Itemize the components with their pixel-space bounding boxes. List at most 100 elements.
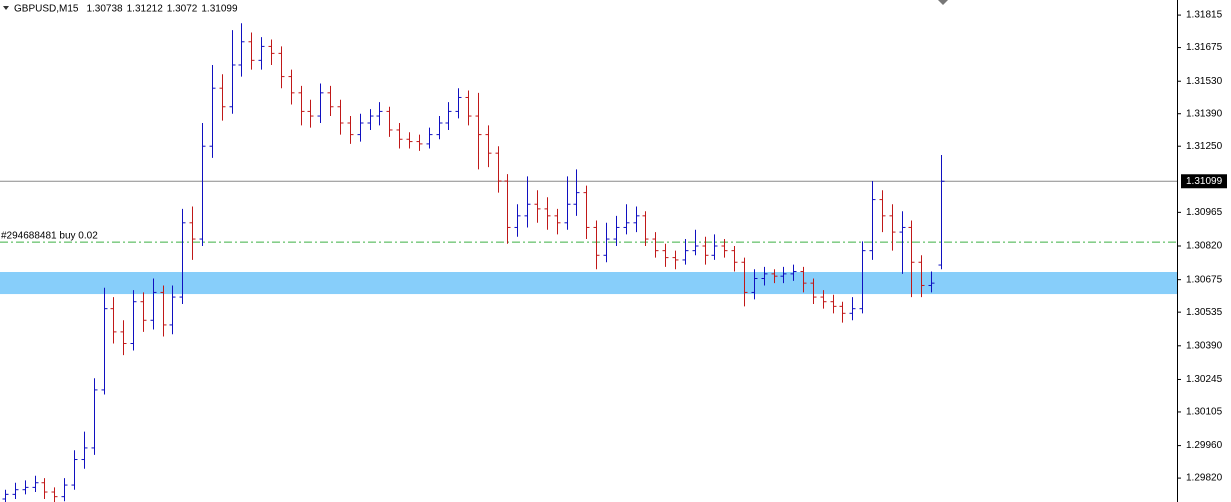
ohlc-bar xyxy=(761,266,768,286)
ohlc-bar xyxy=(652,232,659,258)
y-tick-label: 1.31675 xyxy=(1186,42,1223,53)
ohlc-bar xyxy=(41,478,48,499)
ohlc-bar xyxy=(800,266,807,293)
ohlc-bar xyxy=(357,113,364,142)
ohlc-bar xyxy=(790,264,797,281)
ohlc-bar xyxy=(32,475,39,493)
y-tick-label: 1.30105 xyxy=(1186,407,1223,418)
ohlc-bar xyxy=(51,487,58,502)
header-close: 1.31099 xyxy=(201,4,238,15)
ohlc-bar xyxy=(238,23,245,77)
ohlc-bar xyxy=(91,378,98,455)
ohlc-bar xyxy=(810,278,817,305)
current-price: 1.31099 xyxy=(1186,176,1223,187)
ohlc-bar xyxy=(465,90,472,126)
header-high: 1.31212 xyxy=(127,4,164,15)
y-tick-label: 1.31530 xyxy=(1186,76,1223,87)
ohlc-bar xyxy=(869,181,876,260)
ohlc-bar xyxy=(61,478,68,502)
ohlc-bar xyxy=(445,102,452,130)
y-tick-label: 1.30535 xyxy=(1186,307,1223,318)
ohlc-bar xyxy=(879,190,886,233)
ohlc-bar xyxy=(633,206,640,233)
ohlc-bar xyxy=(160,285,167,337)
ohlc-bar xyxy=(702,236,709,265)
ohlc-bar xyxy=(741,257,748,307)
price-box xyxy=(1181,174,1227,189)
ohlc-bar xyxy=(2,489,9,502)
ohlc-bar xyxy=(376,102,383,126)
ohlc-bar xyxy=(928,271,935,293)
ohlc-bar xyxy=(426,127,433,149)
ohlc-bar xyxy=(524,176,531,228)
y-tick-label: 1.30965 xyxy=(1186,207,1223,218)
ohlc-bar xyxy=(495,146,502,193)
ohlc-bar xyxy=(455,88,462,119)
ohlc-bar xyxy=(918,255,925,298)
ohlc-bar xyxy=(317,83,324,124)
y-tick-label: 1.31815 xyxy=(1186,10,1223,21)
symbol: GBPUSD,M15 xyxy=(14,4,79,15)
ohlc-bar xyxy=(12,482,19,499)
ohlc-bar xyxy=(603,222,610,263)
ohlc-bar xyxy=(583,185,590,240)
ohlc-bar xyxy=(889,204,896,251)
y-tick-label: 1.29820 xyxy=(1186,473,1223,484)
ohlc-bar xyxy=(229,30,236,114)
ohlc-bar xyxy=(71,450,78,490)
order-label: #294688481 buy 0.02 xyxy=(1,231,98,242)
ohlc-bar xyxy=(593,220,600,270)
ohlc-bar xyxy=(209,64,216,158)
ohlc-bar xyxy=(859,241,866,314)
ohlc-bar xyxy=(554,208,561,235)
ohlc-bar xyxy=(189,206,196,260)
ohlc-bar xyxy=(475,92,482,170)
ohlc-bar xyxy=(298,85,305,126)
ohlc-bar xyxy=(820,290,827,309)
header-low: 1.3072 xyxy=(167,4,198,15)
ohlc-bar xyxy=(110,297,117,344)
ohlc-bar xyxy=(534,190,541,223)
ohlc-bar xyxy=(169,285,176,335)
ohlc-bar xyxy=(751,269,758,300)
ohlc-bar xyxy=(642,211,649,247)
ohlc-bar xyxy=(692,229,699,256)
ohlc-bar xyxy=(623,204,630,235)
ohlc-bar xyxy=(416,134,423,151)
ohlc-bar xyxy=(908,220,915,298)
ohlc-bar xyxy=(544,197,551,230)
ohlc-bar xyxy=(396,123,403,149)
ohlc-bar xyxy=(682,239,689,265)
ohlc-bar xyxy=(101,287,108,395)
shift-marker xyxy=(938,0,948,5)
y-tick-label: 1.30820 xyxy=(1186,241,1223,252)
y-tick-label: 1.30675 xyxy=(1186,274,1223,285)
ohlc-bar xyxy=(839,301,846,323)
header-open: 1.30738 xyxy=(86,4,123,15)
ohlc-bar xyxy=(672,250,679,270)
y-tick-label: 1.31250 xyxy=(1186,141,1223,152)
ohlc-bar xyxy=(613,215,620,247)
ohlc-bar xyxy=(179,208,186,305)
ohlc-bar xyxy=(22,480,29,495)
ohlc-bar xyxy=(830,294,837,314)
ohlc-bar xyxy=(219,74,226,121)
ohlc-bar xyxy=(248,32,255,70)
ohlc-bar xyxy=(849,297,856,321)
support-zone xyxy=(0,272,1177,295)
ohlc-bar xyxy=(780,266,787,284)
ohlc-bar xyxy=(485,125,492,168)
ohlc-bar xyxy=(514,204,521,237)
menu-icon[interactable] xyxy=(3,6,9,10)
y-tick-label: 1.30390 xyxy=(1186,340,1223,351)
ohlc-bar xyxy=(436,116,443,140)
ohlc-bar xyxy=(278,46,285,89)
ohlc-bar xyxy=(327,85,334,117)
ohlc-bar xyxy=(81,431,88,469)
ohlc-bar xyxy=(199,123,206,247)
ohlc-bar xyxy=(711,234,718,260)
ohlc-bar xyxy=(721,239,728,258)
ohlc-bar xyxy=(771,269,778,284)
